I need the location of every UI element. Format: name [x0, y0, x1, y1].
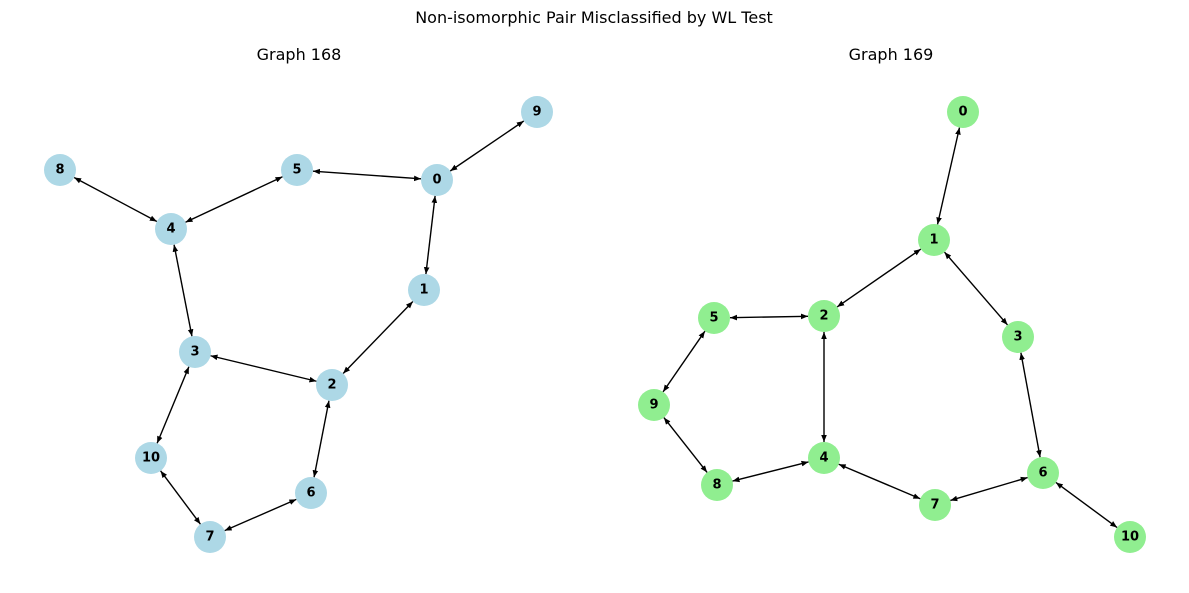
node-circle [194, 521, 226, 553]
figure-title: Non-isomorphic Pair Misclassified by WL … [415, 8, 773, 27]
node-label: 8 [712, 478, 721, 493]
node-label: 6 [1038, 466, 1047, 481]
edge-10-7 [160, 470, 201, 525]
node-7: 7 [919, 489, 951, 521]
edge-1-3 [943, 251, 1009, 326]
node-1: 1 [408, 274, 440, 306]
node-3: 3 [1002, 321, 1034, 353]
node-label: 10 [142, 451, 160, 466]
edge-3-6 [1019, 352, 1042, 458]
node-label: 1 [929, 233, 938, 248]
edge-5-2 [729, 313, 809, 321]
node-circle [808, 300, 840, 332]
node-label: 4 [166, 222, 175, 237]
node-circle [281, 154, 313, 186]
node-10: 10 [1114, 521, 1146, 553]
edge-4-3 [172, 244, 194, 337]
node-4: 4 [155, 213, 187, 245]
node-circle [295, 477, 327, 509]
node-10: 10 [135, 442, 167, 474]
node-9: 9 [521, 96, 553, 128]
node-label: 9 [649, 398, 658, 413]
node-label: 8 [55, 163, 64, 178]
node-5: 5 [281, 154, 313, 186]
node-label: 9 [532, 105, 541, 120]
node-1: 1 [918, 224, 950, 256]
node-label: 1 [419, 283, 428, 298]
node-label: 7 [930, 498, 939, 513]
edge-3-2 [210, 354, 317, 383]
node-3: 3 [179, 336, 211, 368]
node-label: 3 [1013, 330, 1022, 345]
node-9: 9 [638, 389, 670, 421]
graph-168-panel: 0 1 2 3 4 5 6 7 8 9 10 [44, 96, 553, 553]
node-circle [947, 96, 979, 128]
edge-7-6 [950, 476, 1028, 502]
node-label: 6 [306, 486, 315, 501]
node-label: 0 [432, 173, 441, 188]
node-circle [698, 302, 730, 334]
node-7: 7 [194, 521, 226, 553]
edge-6-7 [224, 498, 297, 532]
edge-9-8 [663, 417, 708, 473]
node-circle [408, 274, 440, 306]
node-circle [135, 442, 167, 474]
edge-1-2 [342, 301, 414, 374]
edge-4-7 [838, 463, 921, 500]
node-circle [808, 442, 840, 474]
node-circle [1027, 457, 1059, 489]
edge-2-6 [312, 400, 331, 478]
edge-1-2 [836, 248, 922, 308]
graph-169-panel: 0 1 2 3 4 5 6 7 8 9 10 [638, 96, 1146, 553]
edge-9-0 [449, 120, 525, 172]
node-2: 2 [808, 300, 840, 332]
graph-168-title: Graph 168 [257, 45, 342, 64]
edge-8-4 [73, 176, 158, 223]
edge-0-1 [423, 195, 438, 275]
node-circle [316, 369, 348, 401]
node-circle [421, 164, 453, 196]
node-circle [1114, 521, 1146, 553]
node-circle [918, 224, 950, 256]
edge-6-10 [1055, 481, 1118, 529]
node-circle [919, 489, 951, 521]
edge-3-10 [156, 366, 190, 444]
node-circle [155, 213, 187, 245]
node-6: 6 [295, 477, 327, 509]
node-label: 2 [819, 309, 828, 324]
node-0: 0 [947, 96, 979, 128]
node-circle [701, 469, 733, 501]
node-8: 8 [44, 154, 76, 186]
node-0: 0 [421, 164, 453, 196]
node-label: 5 [292, 163, 301, 178]
node-5: 5 [698, 302, 730, 334]
node-circle [1002, 321, 1034, 353]
edge-5-9 [662, 330, 706, 393]
edge-0-5 [312, 168, 422, 182]
node-4: 4 [808, 442, 840, 474]
node-6: 6 [1027, 457, 1059, 489]
edge-5-4 [185, 176, 283, 223]
node-label: 3 [190, 345, 199, 360]
node-label: 5 [709, 311, 718, 326]
node-circle [521, 96, 553, 128]
node-circle [179, 336, 211, 368]
edge-0-1 [936, 127, 961, 225]
node-label: 0 [958, 105, 967, 120]
node-2: 2 [316, 369, 348, 401]
node-label: 4 [819, 451, 828, 466]
node-circle [638, 389, 670, 421]
node-circle [44, 154, 76, 186]
edge-8-4 [732, 460, 809, 483]
node-label: 10 [1121, 530, 1139, 545]
node-label: 2 [327, 378, 336, 393]
graph-169-title: Graph 169 [849, 45, 934, 64]
node-8: 8 [701, 469, 733, 501]
node-label: 7 [205, 530, 214, 545]
